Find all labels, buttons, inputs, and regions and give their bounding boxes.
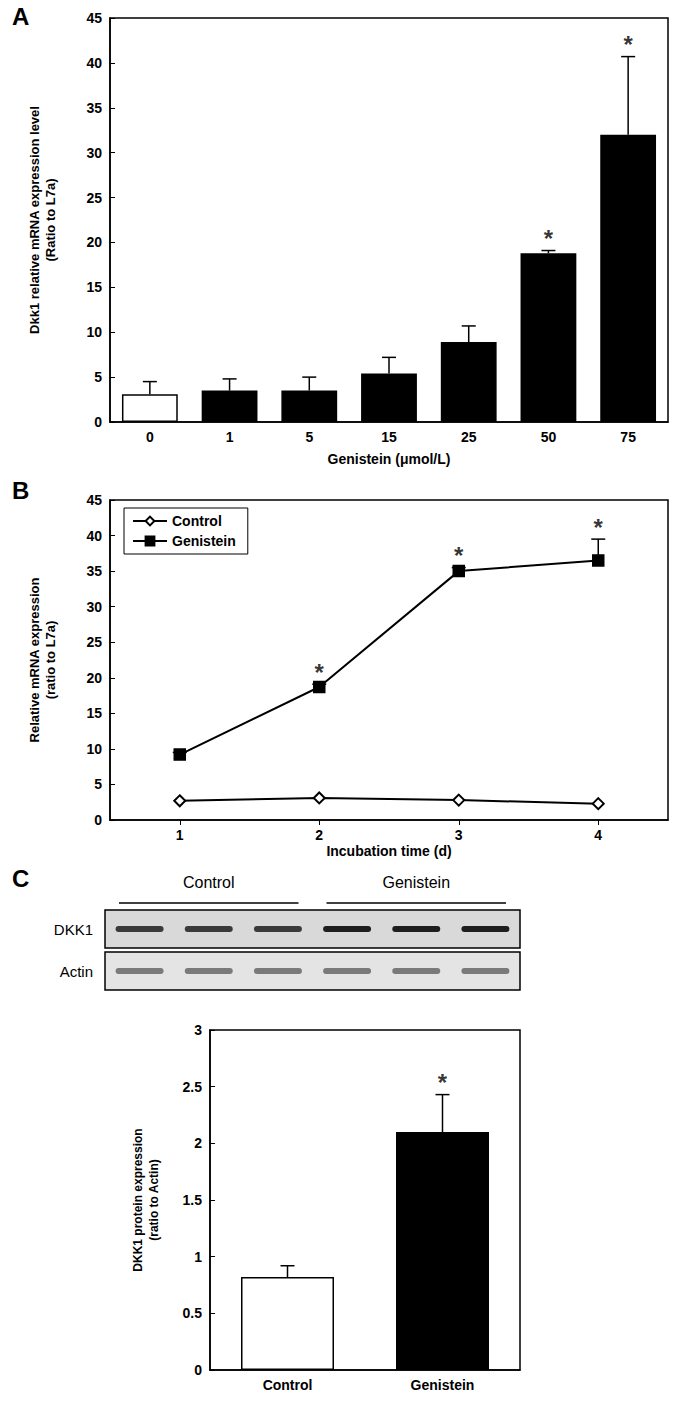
- svg-text:1: 1: [226, 429, 234, 445]
- svg-text:15: 15: [381, 429, 397, 445]
- svg-text:3: 3: [194, 1022, 202, 1038]
- svg-text:Genistein (μmol/L): Genistein (μmol/L): [328, 451, 451, 467]
- svg-text:10: 10: [86, 324, 102, 340]
- svg-text:3: 3: [455, 827, 463, 843]
- svg-text:4: 4: [594, 827, 602, 843]
- svg-text:DKK1 protein expression: DKK1 protein expression: [131, 1128, 145, 1271]
- svg-text:0: 0: [194, 1362, 202, 1378]
- svg-text:(Ratio to L7a): (Ratio to L7a): [43, 178, 58, 261]
- svg-text:35: 35: [86, 563, 102, 579]
- svg-text:(ratio to Actin): (ratio to Actin): [147, 1159, 161, 1241]
- svg-text:Control: Control: [172, 513, 222, 529]
- svg-text:45: 45: [86, 10, 102, 26]
- svg-text:0: 0: [94, 414, 102, 430]
- svg-text:1: 1: [176, 827, 184, 843]
- svg-text:15: 15: [86, 705, 102, 721]
- svg-text:0: 0: [146, 429, 154, 445]
- svg-text:Genistein: Genistein: [382, 874, 450, 891]
- svg-text:1: 1: [194, 1249, 202, 1265]
- svg-text:25: 25: [86, 190, 102, 206]
- svg-text:*: *: [594, 514, 604, 541]
- svg-text:20: 20: [86, 234, 102, 250]
- svg-text:5: 5: [305, 429, 313, 445]
- svg-text:B: B: [12, 477, 29, 504]
- svg-text:45: 45: [86, 492, 102, 508]
- svg-text:Actin: Actin: [60, 963, 93, 980]
- svg-text:*: *: [544, 225, 554, 252]
- svg-text:DKK1: DKK1: [54, 921, 93, 938]
- svg-text:25: 25: [461, 429, 477, 445]
- svg-text:0.5: 0.5: [183, 1305, 203, 1321]
- svg-text:A: A: [12, 3, 29, 30]
- svg-text:30: 30: [86, 145, 102, 161]
- svg-text:2: 2: [315, 827, 323, 843]
- svg-text:Control: Control: [183, 874, 235, 891]
- svg-text:30: 30: [86, 599, 102, 615]
- svg-text:5: 5: [94, 369, 102, 385]
- svg-text:Dkk1 relative mRNA expression: Dkk1 relative mRNA expression level: [27, 106, 42, 334]
- svg-text:*: *: [315, 659, 325, 686]
- svg-text:*: *: [623, 31, 633, 58]
- svg-text:Control: Control: [263, 1377, 313, 1393]
- svg-text:(ratio to L7a): (ratio to L7a): [43, 621, 58, 700]
- svg-text:20: 20: [86, 670, 102, 686]
- svg-text:75: 75: [620, 429, 636, 445]
- svg-text:Genistein: Genistein: [411, 1377, 475, 1393]
- svg-text:25: 25: [86, 634, 102, 650]
- svg-text:Incubation time (d): Incubation time (d): [326, 843, 451, 859]
- svg-text:*: *: [438, 1069, 448, 1096]
- svg-text:C: C: [12, 865, 29, 892]
- svg-text:0: 0: [94, 812, 102, 828]
- svg-text:5: 5: [94, 776, 102, 792]
- svg-text:15: 15: [86, 279, 102, 295]
- svg-text:1.5: 1.5: [183, 1192, 203, 1208]
- svg-text:10: 10: [86, 741, 102, 757]
- svg-text:35: 35: [86, 100, 102, 116]
- svg-text:Genistein: Genistein: [172, 533, 236, 549]
- svg-text:2: 2: [194, 1135, 202, 1151]
- svg-text:40: 40: [86, 528, 102, 544]
- svg-text:Relative mRNA expression: Relative mRNA expression: [27, 577, 42, 742]
- svg-text:*: *: [454, 542, 464, 569]
- svg-text:2.5: 2.5: [183, 1079, 203, 1095]
- svg-text:50: 50: [541, 429, 557, 445]
- svg-text:40: 40: [86, 55, 102, 71]
